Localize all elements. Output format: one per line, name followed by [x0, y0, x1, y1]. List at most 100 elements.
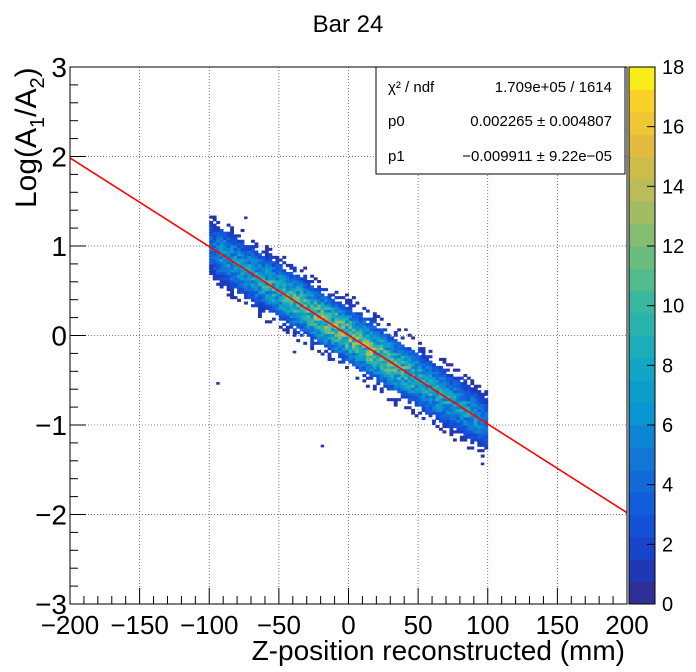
histogram-bin — [425, 403, 429, 407]
histogram-bin — [237, 288, 241, 292]
histogram-bin — [251, 245, 255, 249]
histogram-bin — [334, 336, 339, 340]
histogram-bin — [463, 419, 468, 423]
histogram-bin — [334, 320, 339, 324]
histogram-bin — [317, 312, 322, 316]
histogram-bin — [219, 280, 224, 284]
histogram-bin — [230, 277, 235, 281]
histogram-bin — [383, 382, 388, 386]
histogram-bin — [212, 223, 217, 227]
histogram-bin — [449, 398, 454, 402]
histogram-bin — [459, 395, 464, 399]
histogram-bin — [473, 411, 478, 415]
histogram-bin — [254, 271, 259, 276]
histogram-bin — [425, 368, 429, 372]
histogram-bin — [247, 293, 252, 297]
histogram-bin — [285, 296, 290, 300]
histogram-bin — [320, 322, 325, 327]
histogram-bin — [414, 384, 419, 388]
histogram-bin — [254, 301, 259, 305]
histogram-bin — [247, 269, 252, 273]
chart-title: Bar 24 — [313, 11, 384, 38]
histogram-bin — [244, 250, 248, 254]
histogram-bin — [313, 304, 318, 308]
histogram-bin — [477, 430, 482, 434]
histogram-bin — [240, 247, 245, 251]
histogram-bin — [289, 285, 294, 289]
histogram-bin — [452, 411, 457, 415]
histogram-bin — [432, 363, 436, 367]
histogram-bin — [480, 392, 485, 396]
histogram-bin — [303, 320, 308, 324]
histogram-bin — [233, 247, 238, 251]
colorbar — [628, 66, 656, 605]
histogram-bin — [376, 349, 381, 353]
histogram-bin — [345, 301, 349, 305]
histogram-bin — [226, 231, 231, 235]
histogram-bin — [456, 400, 461, 404]
histogram-bin — [383, 363, 388, 367]
histogram-bin — [421, 395, 426, 399]
histogram-bin — [418, 384, 423, 388]
histogram-bin — [463, 416, 468, 421]
histogram-bin — [334, 317, 339, 321]
histogram-bin — [404, 360, 409, 364]
histogram-bin — [348, 304, 353, 308]
histogram-bin — [237, 282, 241, 286]
histogram-bin — [289, 317, 294, 321]
histogram-bin — [223, 274, 228, 278]
histogram-bin — [285, 331, 290, 335]
histogram-bin — [230, 288, 235, 292]
histogram-bin — [348, 314, 353, 318]
histogram-bin — [445, 425, 450, 429]
histogram-bin — [310, 328, 315, 332]
histogram-bin — [355, 325, 360, 329]
histogram-bin — [251, 258, 255, 262]
histogram-bin — [334, 309, 339, 313]
histogram-bin — [233, 255, 238, 259]
histogram-bin — [289, 263, 294, 267]
histogram-bin — [317, 301, 322, 305]
histogram-bin — [484, 435, 489, 439]
histogram-bin — [414, 390, 419, 394]
histogram-bin — [317, 306, 322, 310]
histogram-bin — [317, 285, 322, 289]
plot-border — [69, 66, 628, 605]
histogram-bin — [264, 285, 269, 289]
histogram-bin — [379, 390, 384, 394]
histogram-bin — [449, 373, 454, 378]
histogram-bin — [264, 258, 269, 262]
histogram-bin — [216, 242, 221, 246]
histogram-bin — [223, 242, 228, 246]
histogram-bin — [466, 400, 471, 404]
histogram-bin — [432, 390, 436, 394]
histogram-bin — [470, 441, 475, 445]
colorbar-tick-label: 18 — [662, 57, 684, 79]
x-tick-label: 0 — [341, 610, 355, 640]
histogram-bin — [341, 347, 346, 351]
stats-label-p0: p0 — [388, 113, 405, 130]
histogram-bin — [383, 339, 388, 343]
histogram-bin — [393, 400, 398, 404]
histogram-bin — [303, 280, 308, 284]
histogram-bin — [310, 285, 315, 289]
histogram-bin — [257, 269, 262, 273]
histogram-bin — [466, 430, 471, 434]
histogram-bin — [268, 266, 273, 270]
histogram-bin — [292, 333, 297, 337]
histogram-bin — [404, 406, 409, 410]
histogram-bin — [296, 322, 301, 327]
histogram-bin — [369, 322, 374, 327]
histogram-bin — [271, 296, 276, 300]
histogram-bin — [268, 306, 273, 310]
histogram-bin — [484, 430, 489, 434]
histogram-bin — [383, 379, 388, 383]
histogram-bin — [275, 306, 280, 310]
histogram-bin — [247, 258, 252, 262]
histogram-bin — [244, 280, 248, 284]
histogram-bin — [439, 403, 443, 407]
histogram-bin — [338, 341, 342, 345]
histogram-bin — [466, 387, 471, 391]
histogram-bin — [292, 314, 297, 318]
